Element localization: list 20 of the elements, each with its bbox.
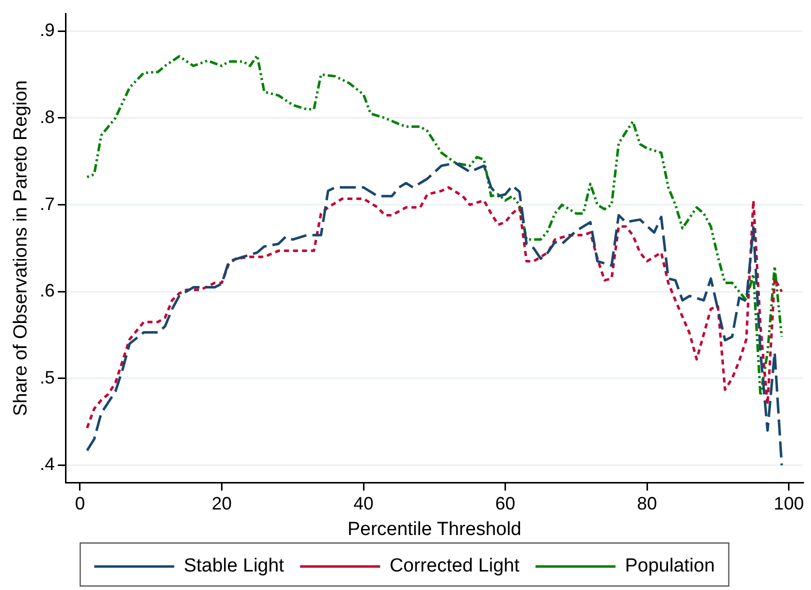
legend-label: Stable Light: [184, 556, 285, 577]
y-axis-title: Share of Observations in Pareto Region: [10, 80, 32, 416]
x-tick-label: 80: [637, 493, 658, 514]
legend-label: Corrected Light: [390, 556, 520, 577]
y-tick-label: .7: [40, 194, 55, 214]
x-tick-label: 40: [354, 493, 374, 514]
x-tick-label: 60: [495, 493, 516, 514]
y-tick-label: .5: [40, 367, 55, 388]
y-tick-label: .8: [40, 106, 55, 127]
y-tick-label: .6: [40, 280, 55, 301]
line-series: [86, 54, 783, 398]
line-series: [86, 186, 783, 430]
line-series: [86, 162, 783, 466]
x-tick-label: 100: [774, 493, 804, 514]
y-tick-label: .9: [40, 20, 55, 40]
legend-label: Population: [624, 556, 715, 577]
x-tick-label: 0: [74, 493, 85, 514]
x-axis-title: Percentile Threshold: [347, 518, 522, 540]
x-tick-label: 20: [212, 493, 232, 514]
y-tick-label: .4: [40, 454, 55, 474]
